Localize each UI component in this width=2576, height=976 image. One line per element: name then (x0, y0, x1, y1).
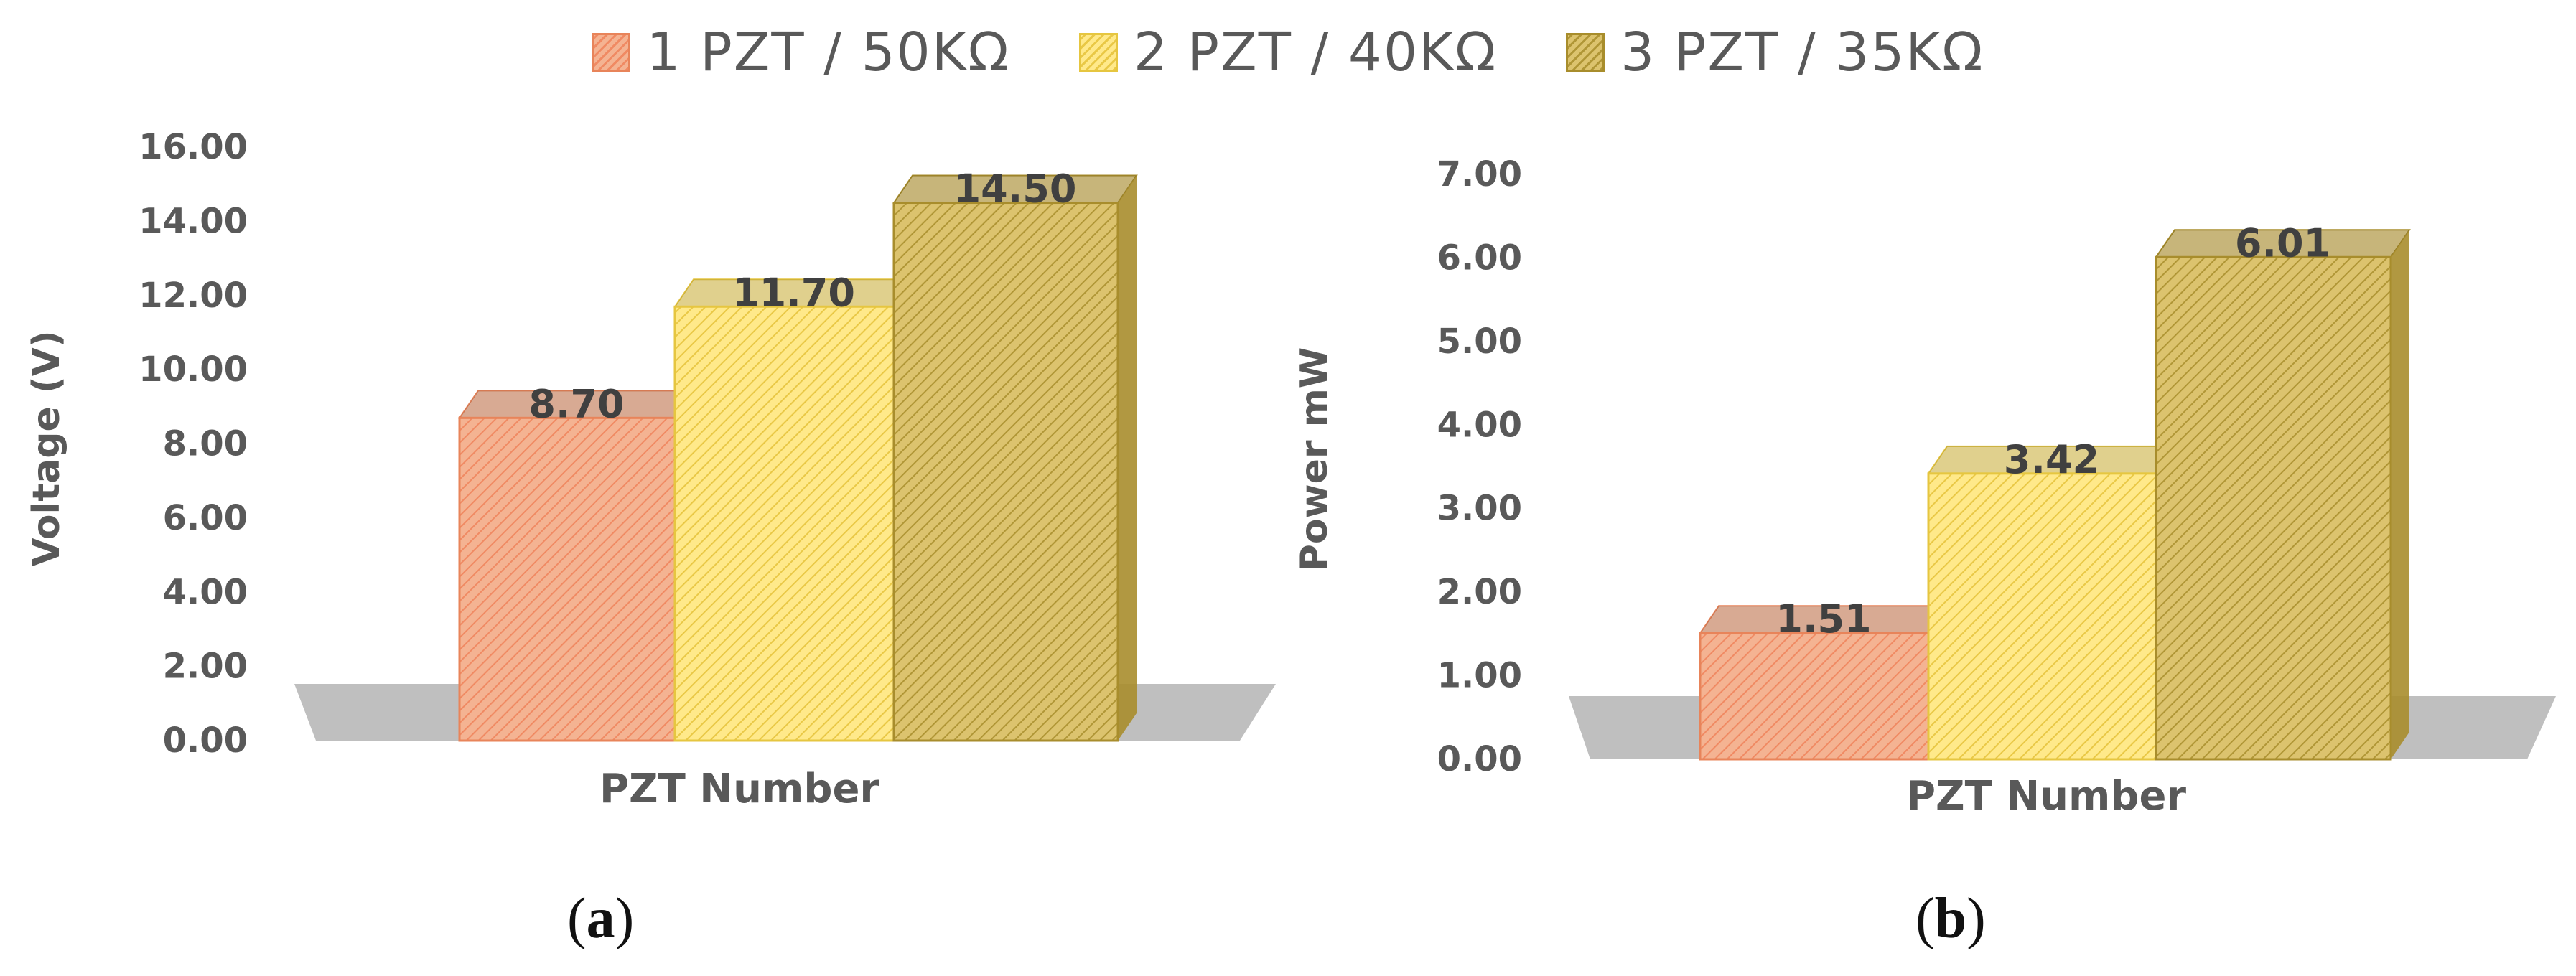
bar-top-shade-1 (459, 390, 694, 418)
bar-side-3 (2391, 230, 2409, 759)
y-tick-label: 6.00 (1437, 238, 1522, 278)
x-axis-label: PZT Number (1906, 773, 2186, 820)
y-tick-label: 4.00 (1437, 405, 1522, 445)
y-tick-label: 10.00 (139, 349, 248, 390)
y-tick-label: 14.00 (139, 201, 248, 241)
panel-label-a-close: ) (615, 887, 635, 950)
y-axis-label: Voltage (V) (25, 330, 68, 566)
legend-label-3pzt: 3 PZT / 35KΩ (1620, 22, 1984, 83)
bar-front-1 (1699, 632, 1930, 761)
legend-item-2pzt: 2 PZT / 40KΩ (1078, 22, 1498, 83)
chart-legend: 1 PZT / 50KΩ 2 PZT / 40KΩ 3 PZT / 35KΩ (0, 13, 2576, 92)
y-tick-label: 16.00 (139, 127, 248, 167)
legend-item-3pzt: 3 PZT / 35KΩ (1566, 22, 1984, 83)
panel-label-b-open: ( (1915, 887, 1935, 950)
chart-power: 0.00 1.00 2.00 3.00 4.00 5.00 6.00 7.00 1.51 3.42… (1293, 154, 2556, 820)
y-tick-label: 7.00 (1437, 154, 1522, 194)
legend-label-1pzt: 1 PZT / 50KΩ (646, 22, 1010, 83)
y-tick-label: 2.00 (163, 647, 248, 687)
y-tick-label: 12.00 (139, 276, 248, 316)
y-axis-label: Power mW (1293, 347, 1336, 571)
bar-top-shade-3 (894, 175, 1137, 203)
y-tick-label: 5.00 (1437, 322, 1522, 362)
panel-label-a-letter: a (586, 887, 615, 950)
legend-item-1pzt: 1 PZT / 50KΩ (592, 22, 1009, 83)
data-label-1: 8.70 (528, 381, 624, 426)
y-tick-label: 4.00 (163, 572, 248, 612)
bar-top-shade-2 (675, 279, 913, 307)
legend-swatch-2pzt (1078, 33, 1118, 72)
legend-swatch-1pzt (592, 33, 631, 72)
y-tick-label: 8.00 (163, 424, 248, 464)
y-tick-label: 1.00 (1437, 656, 1522, 696)
bar-front-3 (892, 202, 1119, 742)
panel-label-a: (a) (567, 886, 634, 952)
panel-label-b-letter: b (1934, 887, 1967, 950)
data-label-3: 6.01 (2235, 220, 2330, 266)
chart-voltage: 0.00 2.00 4.00 6.00 8.00 10.00 12.00 14.00 16.00… (25, 127, 1276, 812)
bar-side-3 (1118, 175, 1137, 741)
y-tick-label: 6.00 (163, 498, 248, 538)
panel-label-b-close: ) (1966, 887, 1986, 950)
y-tick-label: 3.00 (1437, 489, 1522, 529)
panel-label-b: (b) (1915, 886, 1986, 952)
bar-front-1 (458, 416, 676, 742)
bar-top-shade-2 (1928, 446, 2175, 474)
data-label-2: 11.70 (732, 270, 855, 315)
bar-front-2 (1927, 472, 2157, 761)
legend-label-2pzt: 2 PZT / 40KΩ (1133, 22, 1498, 83)
y-tick-label: 0.00 (163, 721, 248, 761)
data-label-1: 1.51 (1775, 596, 1871, 642)
panel-label-a-open: ( (567, 887, 587, 950)
data-label-2: 3.42 (2004, 437, 2099, 482)
bar-front-2 (673, 305, 895, 742)
data-label-3: 14.50 (954, 166, 1077, 212)
y-tick-label: 0.00 (1437, 739, 1522, 779)
bar-top-shade-1 (1700, 606, 1947, 634)
y-tick-label: 2.00 (1437, 572, 1522, 612)
legend-swatch-3pzt (1566, 33, 1605, 72)
bar-top-shade-3 (2156, 230, 2409, 258)
x-axis-label: PZT Number (599, 766, 879, 812)
bar-front-3 (2155, 255, 2392, 761)
